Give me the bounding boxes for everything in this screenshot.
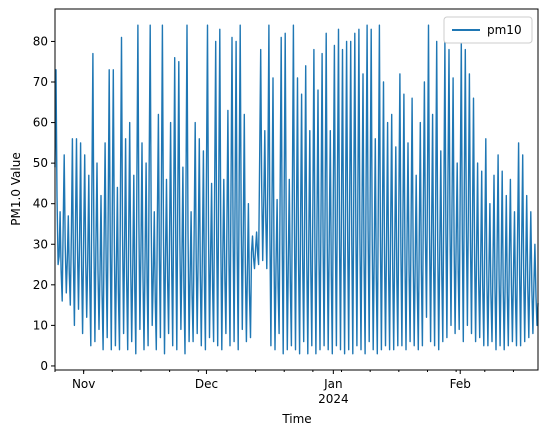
y-tick-label: 40 [33, 197, 48, 211]
x-tick-sublabel: 2024 [318, 392, 349, 406]
y-tick-label: 80 [33, 34, 48, 48]
legend-box [443, 16, 533, 44]
plot-frame [54, 8, 539, 371]
x-tick-label: Nov [72, 377, 95, 391]
plot-area [54, 24, 539, 355]
legend: pm10 [443, 16, 533, 44]
x-axis-label: Time [281, 412, 311, 426]
y-tick-label: 70 [33, 75, 48, 89]
y-tick-label: 60 [33, 116, 48, 130]
y-tick-label: 0 [40, 359, 48, 373]
x-tick-label: Jan [323, 377, 343, 391]
y-tick-label: 10 [33, 318, 48, 332]
y-tick-label: 20 [33, 278, 48, 292]
y-tick-label: 30 [33, 237, 48, 251]
x-tick-label: Feb [450, 377, 471, 391]
y-axis-label: PM1.0 Value [9, 152, 23, 225]
y-tick-label: 50 [33, 156, 48, 170]
x-tick-label: Dec [195, 377, 218, 391]
legend-label-pm10: pm10 [487, 23, 522, 37]
series-line-pm10 [54, 24, 539, 355]
